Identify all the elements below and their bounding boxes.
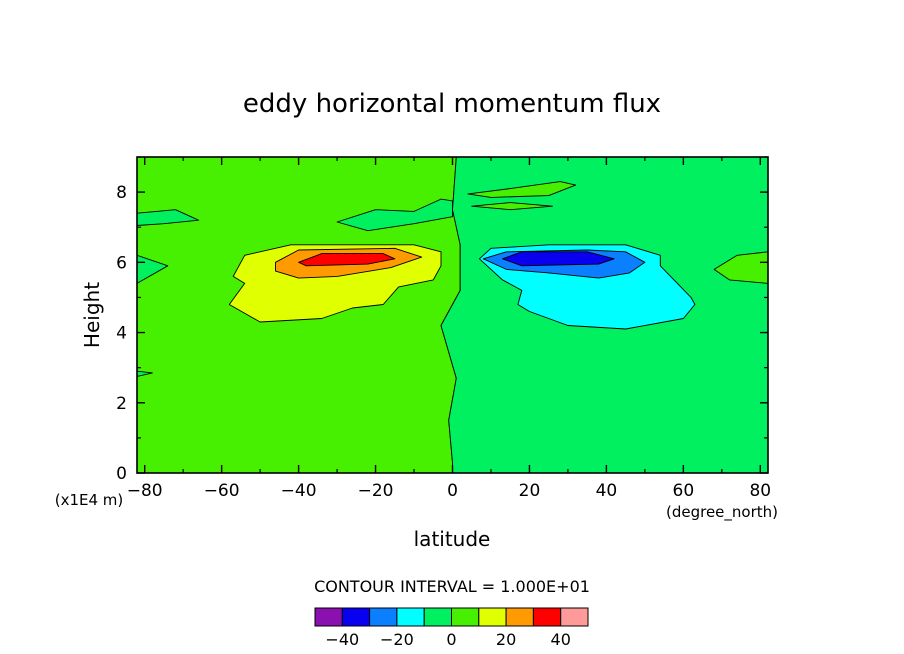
y-axis-unit: (x1E4 m): [55, 491, 124, 509]
colorbar-swatch: [314, 607, 343, 627]
colorbar-swatch: [369, 607, 398, 627]
contour-region-7: [471, 202, 553, 211]
contour-region-4: [137, 370, 153, 377]
y-tick-label: 6: [116, 253, 127, 273]
colorbar-swatch: [423, 607, 453, 627]
y-tick-label: 2: [116, 394, 127, 414]
x-tick-label: 80: [749, 481, 771, 501]
contour-region-6: [467, 181, 577, 198]
y-tick-label: 0: [116, 464, 127, 484]
y-tick-label: 8: [116, 183, 127, 203]
colorbar-label: −40: [325, 630, 359, 649]
colorbar-swatch: [560, 607, 589, 627]
contour-region-2: [137, 209, 200, 226]
y-tick-label: 4: [116, 324, 127, 344]
x-tick-label: 0: [447, 481, 458, 501]
x-tick-label: 20: [519, 481, 541, 501]
colorbar: −40 −20 0 20 40: [314, 607, 589, 649]
y-axis-label: Height: [80, 282, 104, 348]
x-tick-label: −80: [127, 481, 163, 501]
x-tick-label: −40: [281, 481, 317, 501]
x-axis-unit: (degree_north): [666, 503, 778, 522]
contour-region-5: [336, 198, 453, 232]
colorbar-label: 40: [551, 630, 571, 649]
chart-title: eddy horizontal momentum flux: [243, 89, 661, 119]
contour-region-8: [713, 251, 768, 284]
colorbar-swatch: [341, 607, 371, 627]
contour-regions: [137, 157, 768, 473]
colorbar-swatch: [396, 607, 425, 627]
x-axis-label: latitude: [414, 527, 491, 551]
colorbar-label: 20: [496, 630, 516, 649]
contour-region-11: [298, 253, 396, 267]
colorbar-swatch: [451, 607, 480, 627]
contour-interval-label: CONTOUR INTERVAL = 1.000E+01: [314, 577, 590, 596]
x-tick-label: −60: [204, 481, 240, 501]
x-tick-label: −20: [358, 481, 394, 501]
axis-ticks: −80 −60 −40 −20 0 20 40 60 80 0 2 4 6 8: [116, 156, 771, 501]
x-tick-label: 40: [596, 481, 618, 501]
colorbar-swatch: [478, 607, 507, 627]
colorbar-swatch: [505, 607, 534, 627]
colorbar-swatch: [532, 607, 562, 627]
contour-region-14: [502, 251, 615, 267]
x-tick-label: 60: [673, 481, 695, 501]
colorbar-label: −20: [380, 630, 414, 649]
colorbar-label: 0: [446, 630, 456, 649]
